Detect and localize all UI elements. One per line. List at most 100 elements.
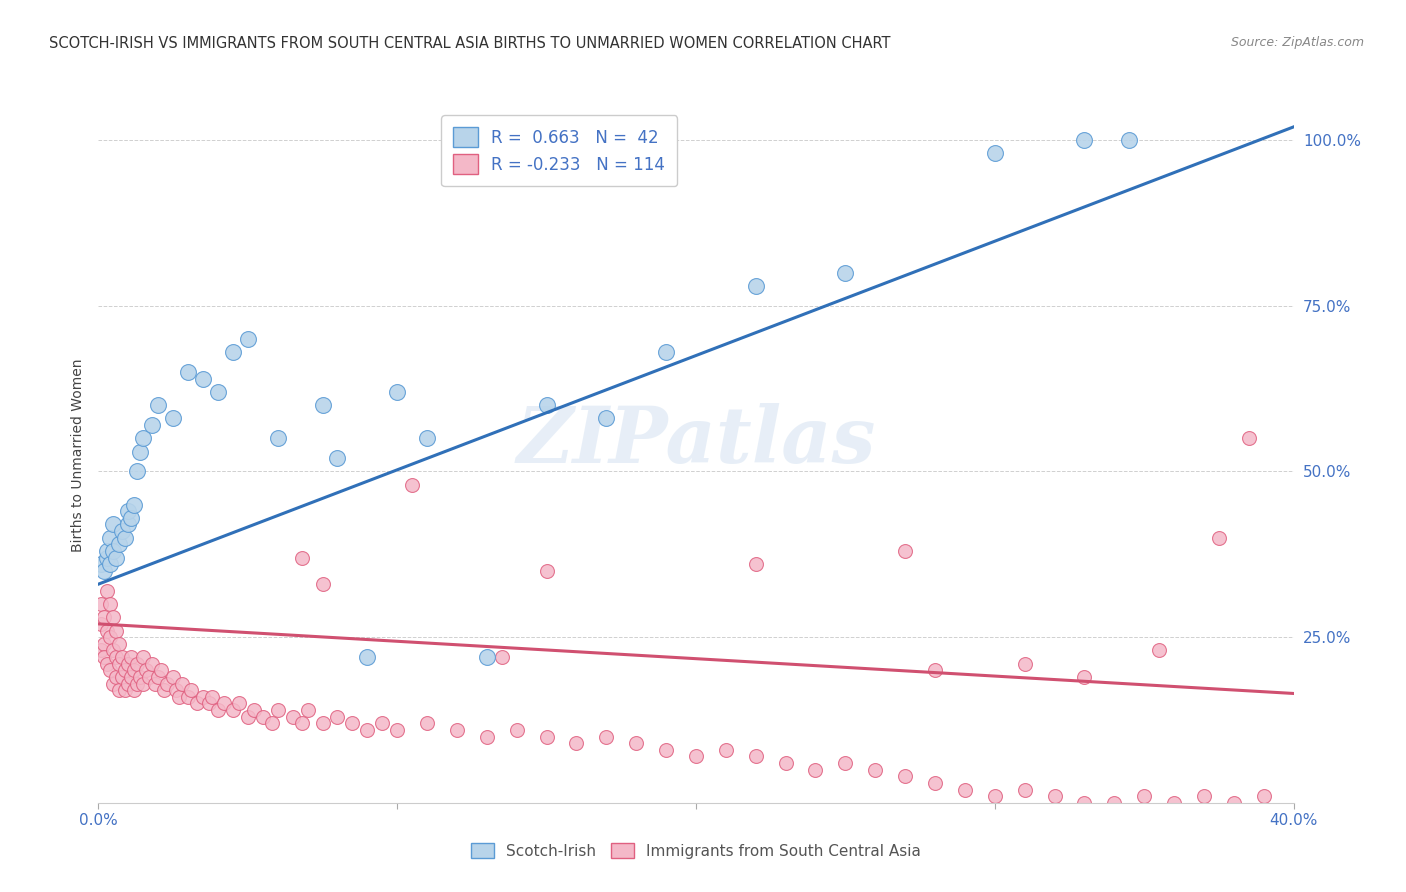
Point <box>90 558 112 572</box>
Point <box>117 676 139 690</box>
Point <box>924 776 946 790</box>
Point <box>138 670 160 684</box>
Point <box>148 670 170 684</box>
Point <box>120 511 142 525</box>
Point <box>177 690 200 704</box>
Point <box>326 709 349 723</box>
Point <box>198 697 221 711</box>
Point <box>953 782 976 797</box>
Point <box>894 769 917 783</box>
Point <box>98 597 122 611</box>
Point <box>150 663 173 677</box>
Legend: Scotch-Irish, Immigrants from South Central Asia: Scotch-Irish, Immigrants from South Cent… <box>464 837 928 864</box>
Text: SCOTCH-IRISH VS IMMIGRANTS FROM SOUTH CENTRAL ASIA BIRTHS TO UNMARRIED WOMEN COR: SCOTCH-IRISH VS IMMIGRANTS FROM SOUTH CE… <box>49 36 891 51</box>
Point <box>834 756 856 770</box>
Point <box>156 676 179 690</box>
Point <box>111 650 134 665</box>
Point <box>105 670 128 684</box>
Point <box>984 789 1007 804</box>
Point <box>297 703 319 717</box>
Point <box>135 663 157 677</box>
Point <box>103 517 125 532</box>
Point <box>475 650 498 665</box>
Point <box>103 544 125 558</box>
Point <box>124 683 146 698</box>
Point <box>98 531 122 545</box>
Point <box>1253 789 1275 804</box>
Point <box>775 756 797 770</box>
Point <box>356 650 378 665</box>
Point <box>105 650 128 665</box>
Point <box>93 637 115 651</box>
Point <box>536 564 558 578</box>
Point <box>745 558 768 572</box>
Point <box>148 398 170 412</box>
Point <box>491 650 513 665</box>
Point <box>127 657 149 671</box>
Point <box>1104 796 1126 810</box>
Point <box>1014 782 1036 797</box>
Point <box>103 676 125 690</box>
Point <box>117 504 139 518</box>
Point <box>180 683 202 698</box>
Point <box>191 690 214 704</box>
Point <box>93 650 115 665</box>
Point <box>267 431 290 445</box>
Point <box>385 723 409 737</box>
Point <box>626 736 648 750</box>
Point <box>260 716 283 731</box>
Point <box>1043 789 1066 804</box>
Point <box>714 743 737 757</box>
Point <box>243 703 266 717</box>
Point <box>117 657 139 671</box>
Point <box>416 431 439 445</box>
Point <box>236 709 259 723</box>
Point <box>311 716 333 731</box>
Point <box>105 624 128 638</box>
Point <box>103 610 125 624</box>
Point <box>207 703 229 717</box>
Point <box>281 709 304 723</box>
Point <box>93 564 115 578</box>
Point <box>96 657 118 671</box>
Point <box>162 411 184 425</box>
Point <box>98 663 122 677</box>
Point <box>984 146 1007 161</box>
Point <box>565 736 588 750</box>
Point <box>90 643 112 657</box>
Point <box>655 345 678 359</box>
Point <box>96 550 118 565</box>
Point <box>745 279 768 293</box>
Point <box>90 597 112 611</box>
Point <box>129 670 152 684</box>
Point <box>356 723 378 737</box>
Point <box>655 743 678 757</box>
Point <box>111 524 134 538</box>
Point <box>1014 657 1036 671</box>
Point <box>129 444 152 458</box>
Point <box>1147 643 1170 657</box>
Point <box>143 676 166 690</box>
Point <box>162 670 184 684</box>
Point <box>90 616 112 631</box>
Point <box>165 683 187 698</box>
Point <box>141 418 163 433</box>
Point <box>222 345 245 359</box>
Point <box>252 709 274 723</box>
Point <box>865 763 887 777</box>
Point <box>93 610 115 624</box>
Point <box>153 683 176 698</box>
Point <box>536 730 558 744</box>
Point <box>371 716 394 731</box>
Point <box>894 544 917 558</box>
Point <box>1223 796 1246 810</box>
Point <box>1073 133 1095 147</box>
Point <box>98 558 122 572</box>
Point <box>228 697 250 711</box>
Point <box>132 431 155 445</box>
Point <box>536 398 558 412</box>
Point <box>311 577 333 591</box>
Point <box>114 663 136 677</box>
Point <box>267 703 290 717</box>
Point <box>506 723 529 737</box>
